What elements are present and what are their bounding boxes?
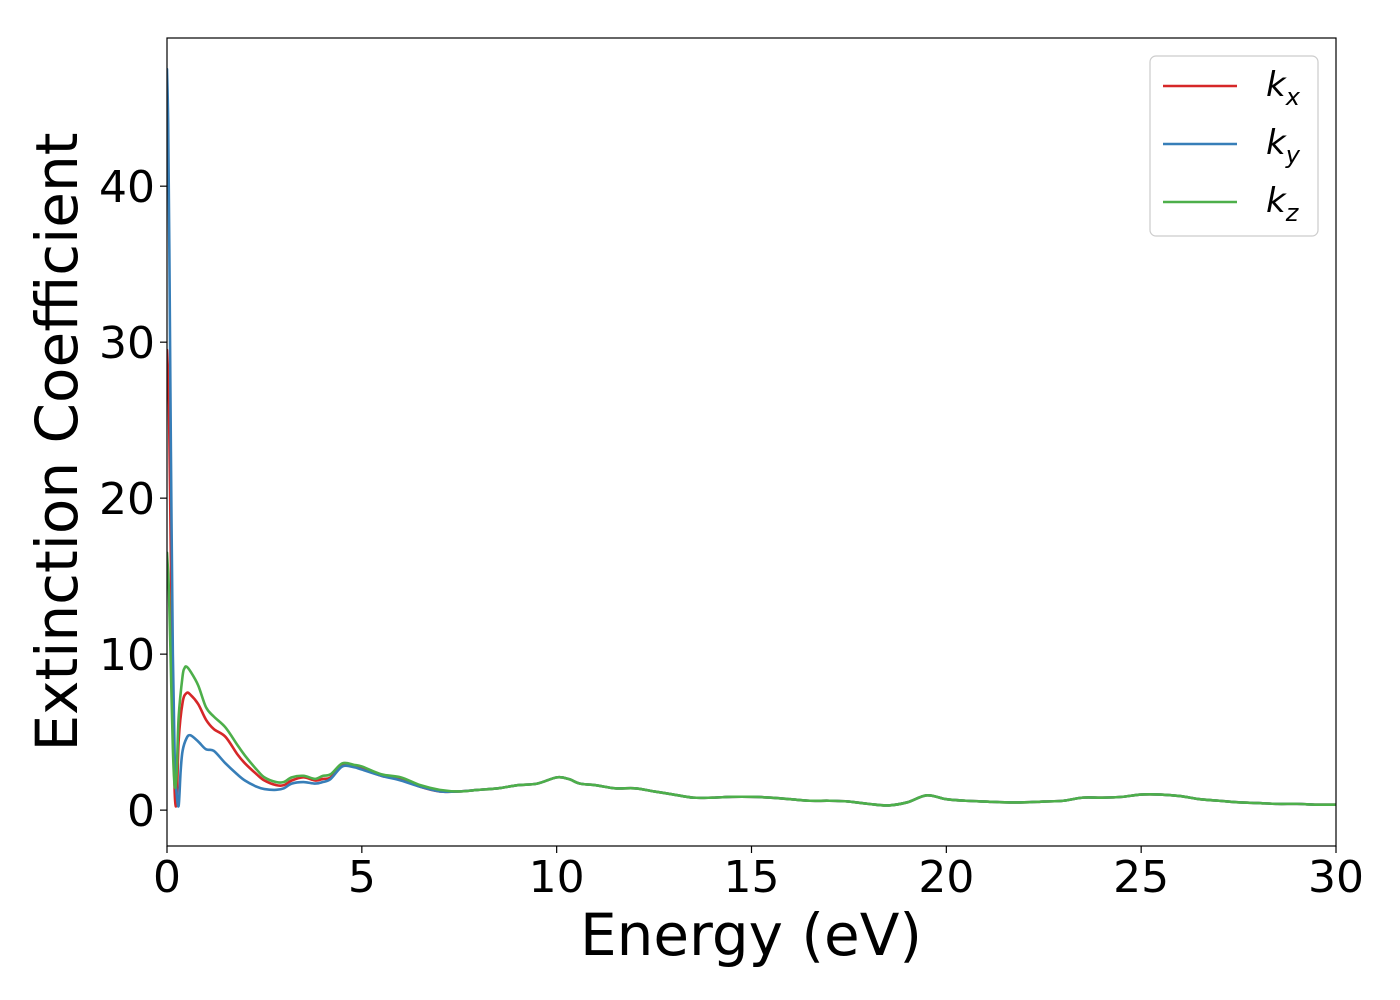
x-axis-label: Energy (eV): [580, 901, 922, 969]
y-axis-label: Extinction Coefficient: [23, 133, 91, 752]
y-tick-label: 10: [99, 630, 155, 681]
x-axis-ticks: 0 5 10 15 20 25 30: [153, 846, 1364, 903]
x-tick-label: 30: [1308, 852, 1364, 903]
x-tick-label: 5: [348, 852, 376, 903]
legend-label-ky: ky: [1266, 123, 1301, 169]
y-tick-label: 0: [127, 786, 155, 837]
series-layer: [167, 67, 1336, 808]
x-tick-label: 10: [529, 852, 585, 903]
y-tick-label: 20: [99, 474, 155, 525]
y-axis-ticks: 0 10 20 30 40: [99, 162, 167, 837]
x-tick-label: 0: [153, 852, 181, 903]
legend-label-kx: kx: [1266, 65, 1301, 111]
legend: kx ky kz: [1149, 55, 1319, 237]
x-tick-label: 25: [1113, 852, 1169, 903]
x-tick-label: 15: [724, 852, 780, 903]
legend-label-kz: kz: [1266, 181, 1300, 227]
series-line-kz: [167, 551, 1336, 807]
y-tick-label: 40: [99, 162, 155, 213]
legend-box: [1149, 55, 1319, 237]
y-tick-label: 30: [99, 318, 155, 369]
x-tick-label: 20: [918, 852, 974, 903]
